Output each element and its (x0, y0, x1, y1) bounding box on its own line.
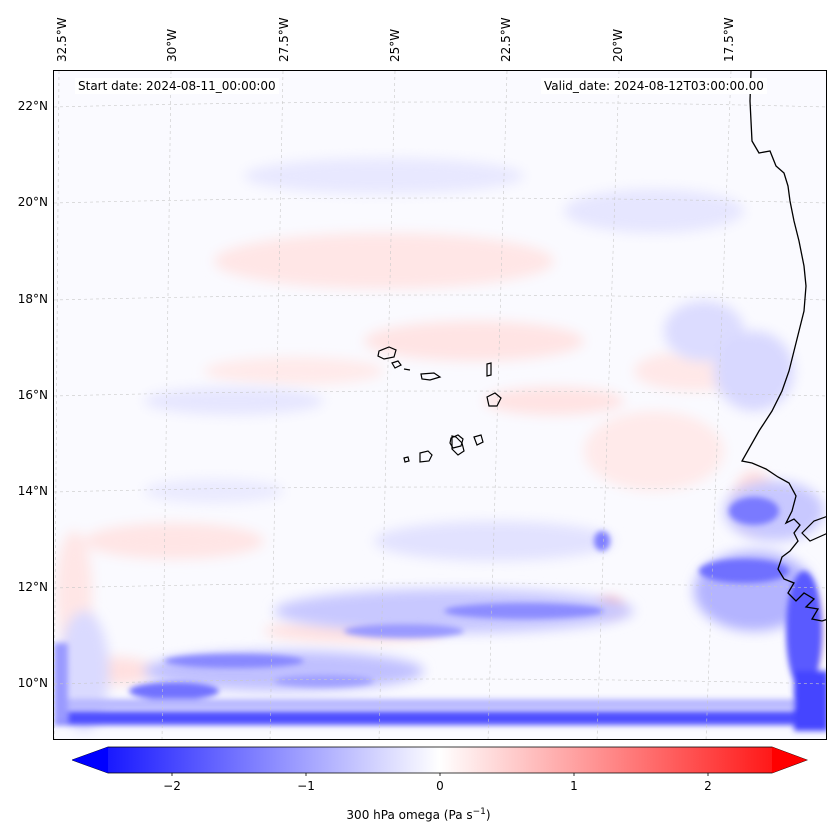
island-fogo-west (419, 450, 433, 463)
lon-label-22-5w: 22.5°W (499, 17, 513, 62)
colorbar-min-extend (72, 747, 108, 773)
coastline-africa (740, 71, 826, 622)
island-sao-nicolau (420, 372, 442, 381)
colorbar-label-exponent: −1 (472, 807, 486, 817)
map-panel (53, 70, 827, 740)
island-fogo (449, 434, 464, 449)
island-santo-antao (377, 346, 397, 360)
lat-label-22n: 22°N (17, 99, 48, 113)
coastline-gambia (801, 516, 826, 542)
omega-field (54, 71, 826, 739)
island-boa-vista (486, 392, 502, 407)
lat-label-12n: 12°N (17, 580, 48, 594)
lon-label-27-5w: 27.5°W (277, 17, 291, 62)
island-santiago (451, 435, 465, 456)
cabo-verde-islands (377, 346, 502, 463)
colorbar-label-close: ) (485, 808, 491, 822)
colorbar-tick-2: 2 (704, 779, 712, 793)
lat-label-14n: 14°N (17, 484, 48, 498)
lon-label-17-5w: 17.5°W (722, 17, 736, 62)
colorbar-ticks (171, 773, 709, 776)
colorbar-label-text: 300 hPa omega (Pa s (346, 808, 473, 822)
lon-label-20w: 20°W (611, 28, 625, 62)
graticule (54, 71, 826, 739)
colorbar-tick-0: 0 (436, 779, 444, 793)
colorbar-tick-minus1: −1 (297, 779, 315, 793)
island-santa-luzia (403, 368, 411, 371)
colorbar-tick-minus2: −2 (163, 779, 181, 793)
lat-label-20n: 20°N (17, 195, 48, 209)
island-sao-vicente (391, 360, 402, 369)
colorbar (72, 746, 808, 776)
island-sal (486, 362, 492, 377)
lat-label-18n: 18°N (17, 292, 48, 306)
lat-label-10n: 10°N (17, 676, 48, 690)
start-date-label: Start date: 2024-08-11_00:00:00 (75, 78, 279, 94)
colorbar-tick-1: 1 (570, 779, 578, 793)
colorbar-max-extend (772, 747, 807, 773)
colorbar-bar (72, 746, 808, 774)
lon-label-30w: 30°W (165, 28, 179, 62)
lat-label-16n: 16°N (17, 388, 48, 402)
valid-date-label: Valid_date: 2024-08-12T03:00:00.00 (541, 78, 767, 94)
island-maio (473, 434, 484, 446)
lon-label-25w: 25°W (388, 28, 402, 62)
lon-label-32-5w: 32.5°W (55, 17, 69, 62)
strong-negative-bands (54, 497, 826, 731)
island-brava (403, 456, 410, 463)
colorbar-label: 300 hPa omega (Pa s−1) (0, 807, 837, 822)
